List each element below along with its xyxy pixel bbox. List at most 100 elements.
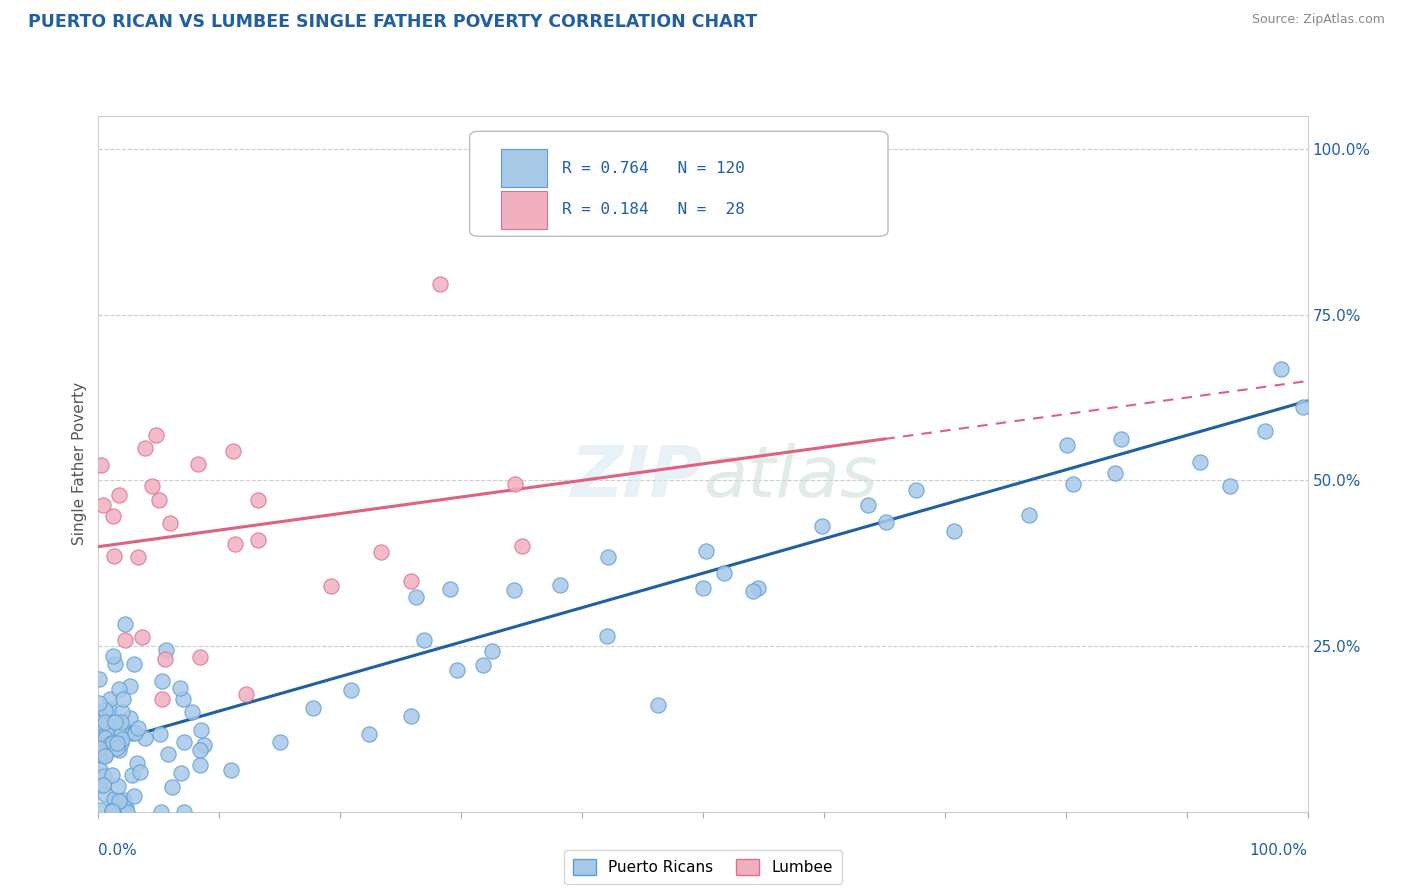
Point bbox=[219, 763, 242, 777]
Point bbox=[87, 672, 110, 686]
Point bbox=[156, 747, 179, 761]
Point bbox=[103, 549, 125, 563]
Point bbox=[148, 493, 170, 508]
Point bbox=[1062, 476, 1084, 491]
Point bbox=[98, 692, 121, 706]
Point bbox=[471, 657, 494, 672]
Point bbox=[128, 764, 150, 779]
Point bbox=[121, 768, 143, 782]
Point bbox=[173, 691, 195, 706]
Point bbox=[87, 735, 110, 749]
Point bbox=[97, 719, 120, 733]
Point bbox=[124, 789, 146, 804]
Point bbox=[90, 803, 112, 817]
Point bbox=[134, 731, 156, 745]
Point bbox=[101, 803, 124, 817]
Bar bbox=[501, 191, 547, 229]
Point bbox=[190, 723, 212, 737]
Point bbox=[89, 764, 111, 778]
Point bbox=[429, 277, 451, 291]
Text: R = 0.184   N =  28: R = 0.184 N = 28 bbox=[561, 202, 744, 218]
Point bbox=[173, 735, 195, 749]
Point bbox=[190, 757, 212, 772]
Point bbox=[221, 444, 243, 458]
Point bbox=[93, 769, 115, 783]
Point bbox=[193, 738, 215, 752]
Point bbox=[110, 714, 132, 729]
Point bbox=[87, 724, 110, 739]
Point bbox=[93, 739, 115, 754]
Point bbox=[439, 582, 461, 596]
Point bbox=[370, 545, 392, 559]
Y-axis label: Single Father Poverty: Single Father Poverty bbox=[72, 383, 87, 545]
Point bbox=[188, 743, 211, 757]
Point bbox=[149, 727, 172, 741]
Point bbox=[446, 663, 468, 677]
Point bbox=[247, 492, 270, 507]
Point bbox=[548, 577, 571, 591]
Point bbox=[357, 727, 380, 741]
Point bbox=[87, 705, 110, 719]
Point bbox=[94, 747, 117, 762]
Point bbox=[169, 681, 191, 696]
Point bbox=[190, 650, 212, 665]
Point bbox=[90, 712, 112, 726]
Point bbox=[131, 631, 153, 645]
Point bbox=[101, 648, 124, 663]
Point bbox=[153, 652, 176, 666]
Point bbox=[100, 805, 122, 819]
Point bbox=[93, 746, 115, 760]
Point bbox=[104, 715, 127, 730]
Point bbox=[510, 539, 533, 553]
Point bbox=[905, 483, 928, 497]
Legend: Puerto Ricans, Lumbee: Puerto Ricans, Lumbee bbox=[564, 850, 842, 884]
Point bbox=[93, 787, 115, 801]
Point bbox=[481, 644, 503, 658]
Point bbox=[321, 579, 343, 593]
FancyBboxPatch shape bbox=[470, 131, 889, 236]
Point bbox=[91, 498, 114, 512]
Point bbox=[103, 792, 125, 806]
Point bbox=[692, 582, 714, 596]
Point bbox=[114, 801, 136, 815]
Point bbox=[94, 748, 117, 763]
Point bbox=[101, 805, 124, 819]
Bar bbox=[501, 149, 547, 187]
Text: ZIP: ZIP bbox=[571, 443, 703, 512]
Point bbox=[101, 768, 124, 782]
Point bbox=[110, 705, 132, 719]
Point bbox=[1254, 425, 1277, 439]
Point bbox=[100, 804, 122, 818]
Point bbox=[104, 657, 127, 671]
Point bbox=[1018, 508, 1040, 522]
Point bbox=[108, 794, 131, 808]
Point bbox=[150, 692, 173, 706]
Point bbox=[413, 632, 436, 647]
Point bbox=[170, 766, 193, 780]
Point bbox=[340, 682, 363, 697]
Point bbox=[89, 714, 111, 729]
Point bbox=[875, 515, 897, 529]
Point bbox=[125, 756, 148, 770]
Point bbox=[713, 566, 735, 580]
Point bbox=[107, 740, 129, 755]
Point bbox=[503, 583, 526, 598]
Point bbox=[108, 743, 131, 757]
Point bbox=[1292, 400, 1315, 414]
Point bbox=[120, 711, 142, 725]
Point bbox=[811, 518, 834, 533]
Point bbox=[98, 702, 121, 716]
Point bbox=[94, 731, 117, 746]
Point bbox=[269, 734, 291, 748]
Point bbox=[111, 732, 134, 747]
Point bbox=[224, 536, 246, 550]
Point bbox=[155, 642, 177, 657]
Point bbox=[91, 778, 114, 792]
Point bbox=[114, 617, 136, 632]
Point bbox=[247, 533, 270, 547]
Point bbox=[89, 779, 111, 793]
Point bbox=[503, 477, 526, 491]
Point bbox=[145, 428, 167, 442]
Point bbox=[94, 703, 117, 717]
Point bbox=[399, 574, 422, 588]
